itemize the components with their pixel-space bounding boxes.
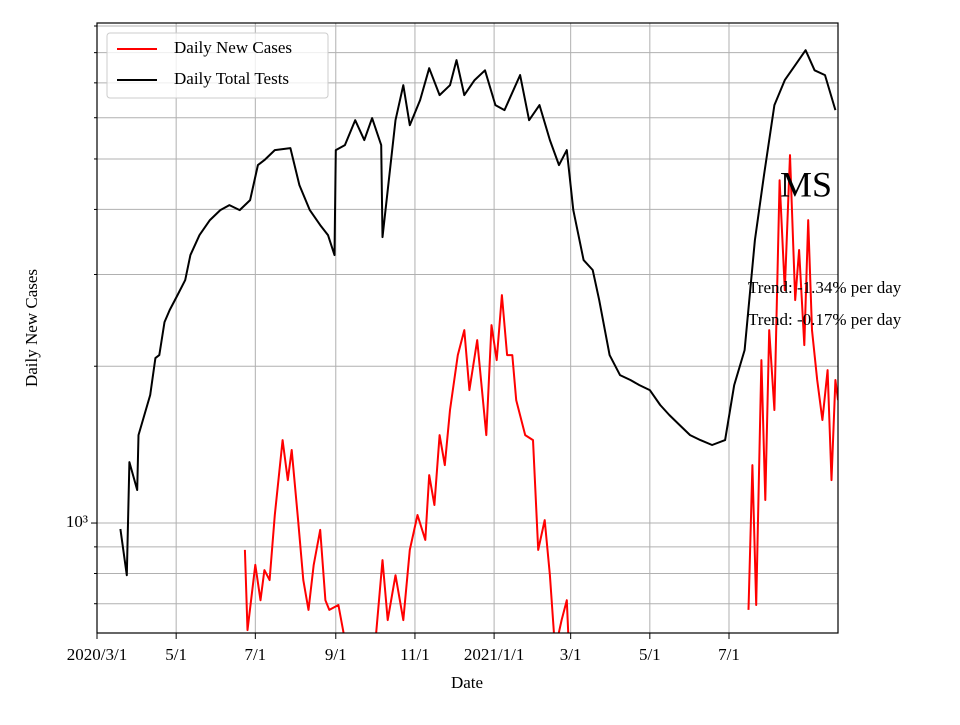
legend-label: Daily Total Tests: [174, 69, 289, 88]
y-tick-label: 10³: [66, 512, 88, 531]
x-tick-label: 7/1: [718, 645, 740, 664]
grid: [96, 23, 838, 633]
annotation: Trend: -0.17% per day: [748, 310, 902, 329]
legend: Daily New Cases Daily Total Tests: [106, 32, 329, 99]
x-tick-label: 2021/1/1: [464, 645, 524, 664]
x-tick-label: 7/1: [244, 645, 266, 664]
x-tick-label: 11/1: [400, 645, 430, 664]
series-line: [243, 154, 838, 633]
legend-label: Daily New Cases: [174, 38, 292, 57]
x-axis-label: Date: [451, 673, 483, 692]
x-tick-label: 2020/3/1: [67, 645, 127, 664]
series-line: [119, 49, 837, 577]
axes-frame: [96, 22, 839, 634]
legend-box: [106, 32, 329, 99]
x-tick-label: 5/1: [639, 645, 661, 664]
annotation: MS: [780, 164, 832, 204]
annotation: Trend: -1.34% per day: [748, 278, 902, 297]
x-tick-label: 9/1: [325, 645, 347, 664]
ticks: 2020/3/1 5/1 7/1 9/1 11/1 2021/1/1 3/1 5/1 7/1 10…: [66, 25, 740, 664]
x-tick-label: 5/1: [165, 645, 187, 664]
plot-area: [119, 49, 838, 633]
y-axis-label: Daily New Cases: [22, 269, 41, 387]
x-tick-label: 3/1: [560, 645, 582, 664]
